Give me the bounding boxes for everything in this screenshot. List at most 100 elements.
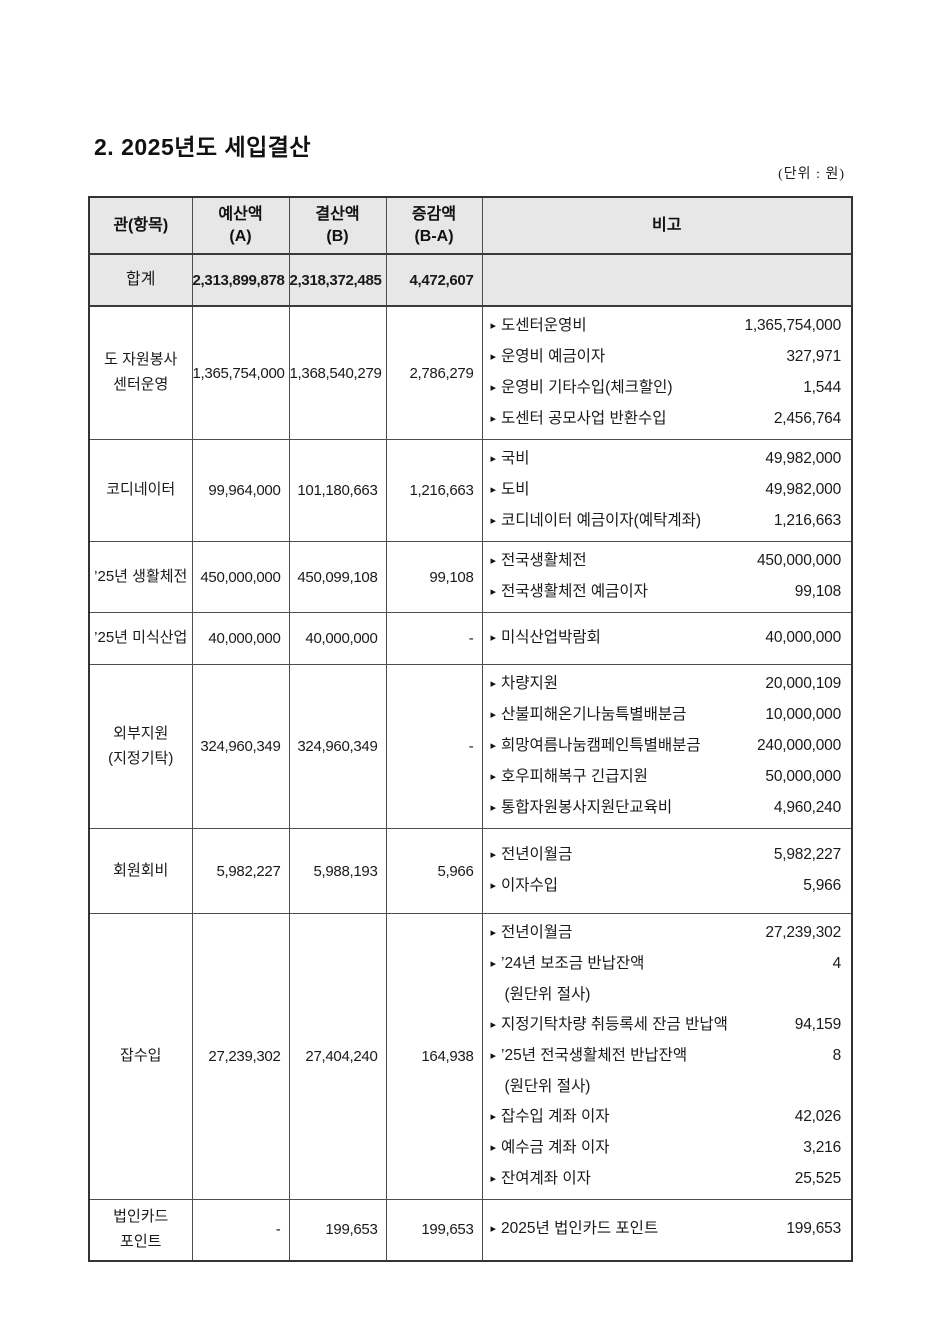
remark-amount: 5,982,227 bbox=[773, 846, 841, 863]
category-cell: ’25년 생활체전 bbox=[88, 541, 193, 613]
category-text: 외부지원 bbox=[113, 724, 169, 742]
change-cell: 164,938 bbox=[385, 913, 483, 1200]
change-cell: 99,108 bbox=[385, 541, 483, 613]
col-header-settlement: 결산액 (B) bbox=[288, 196, 387, 255]
remark-text: 산불피해온기나눔특별배분금 bbox=[501, 706, 687, 723]
remark-line: ▸ ’25년 전국생활체전 반납잔액 8 bbox=[491, 1041, 842, 1072]
header-line: (B-A) bbox=[414, 227, 454, 245]
remark-amount: 4 bbox=[832, 955, 842, 972]
remark-bullet-icon: ▸ bbox=[490, 1142, 497, 1154]
remarks-cell: ▸ 전국생활체전 450,000,000 ▸ 전국생활체전 예금이자 99,108 bbox=[481, 541, 853, 613]
table-row: 회원회비 5,982,227 5,988,193 5,966 ▸ 전년이월금 5,982,2… bbox=[88, 828, 853, 914]
category-cell: 합계 bbox=[88, 253, 193, 307]
category-text: 센터운영 bbox=[113, 376, 169, 393]
remark-amount: 94,159 bbox=[794, 1016, 841, 1033]
remark-text: 지정기탁차량 취등록세 잔금 반납액 bbox=[501, 1016, 728, 1033]
remarks-cell bbox=[481, 253, 853, 307]
change-cell: 199,653 bbox=[385, 1199, 483, 1261]
change-cell: - bbox=[385, 664, 483, 829]
remark-amount: 99,108 bbox=[794, 583, 841, 600]
remark-bullet-icon: ▸ bbox=[490, 740, 497, 752]
remark-bullet-icon: ▸ bbox=[490, 1019, 497, 1031]
remark-amount: 10,000,000 bbox=[765, 706, 841, 723]
remark-bullet-icon: ▸ bbox=[490, 927, 497, 939]
remark-line: ▸ ’24년 보조금 반납잔액 4 bbox=[491, 949, 842, 980]
category-text: ’25년 미식산업 bbox=[94, 629, 188, 647]
budget-cell: 27,239,302 bbox=[191, 913, 290, 1200]
table-row: 법인카드 포인트 -199,653 199,653 ▸ 2025년 법인카드 포인트 199… bbox=[88, 1199, 853, 1261]
remark-bullet-icon: ▸ bbox=[490, 320, 497, 332]
remark-text: 차량지원 bbox=[501, 675, 559, 692]
category-line: 포인트 bbox=[92, 1230, 190, 1255]
remark-label: ▸ 국비 bbox=[491, 444, 530, 475]
header-line: 관(항목) bbox=[113, 216, 169, 234]
remark-text: 전국생활체전 bbox=[501, 552, 587, 569]
col-header-remarks: 비고 bbox=[481, 196, 853, 255]
category-text: 잡수입 bbox=[120, 1047, 162, 1065]
remark-line: ▸ 코디네이터 예금이자(예탁계좌) 1,216,663 bbox=[491, 506, 842, 537]
table-row: ’25년 생활체전 450,000,000 450,099,108 99,108 ▸ 전국… bbox=[88, 541, 853, 613]
budget-cell: 2,313,899,878 bbox=[191, 253, 290, 307]
remark-text: 코디네이터 예금이자(예탁계좌) bbox=[501, 512, 702, 529]
change-cell: - bbox=[385, 612, 483, 665]
category-text: ’25년 생활체전 bbox=[94, 567, 188, 585]
remark-bullet-icon: ▸ bbox=[490, 515, 497, 527]
budget-cell: 1,365,754,000 bbox=[191, 305, 290, 440]
remark-text: (원단위 절사) bbox=[504, 986, 591, 1003]
remark-text: 이자수입 bbox=[501, 877, 559, 894]
remark-line: ▸ 차량지원 20,000,109 bbox=[491, 669, 842, 700]
remark-bullet-icon: ▸ bbox=[490, 1050, 497, 1062]
remark-amount: 27,239,302 bbox=[765, 924, 841, 941]
remark-bullet-icon: ▸ bbox=[490, 802, 497, 814]
remark-label: ▸ 희망여름나눔캠페인특별배분금 bbox=[491, 731, 701, 762]
header-line: (B) bbox=[326, 227, 349, 245]
remark-label: ▸ 코디네이터 예금이자(예탁계좌) bbox=[491, 506, 702, 537]
category-text: (지정기탁) bbox=[108, 749, 174, 767]
budget-cell: 324,960,349 bbox=[191, 664, 290, 829]
remarks-cell: ▸ 전년이월금 5,982,227 ▸ 이자수입 5,966 bbox=[481, 828, 853, 914]
category-cell: 외부지원 (지정기탁) bbox=[88, 664, 193, 829]
category-line: 회원회비 bbox=[92, 859, 190, 884]
remark-bullet-icon: ▸ bbox=[490, 555, 497, 567]
remark-text: 운영비 기타수입(체크할인) bbox=[501, 379, 673, 396]
table-row: 도 자원봉사 센터운영 1,365,754,000 1,368,540,279 2,78… bbox=[88, 305, 853, 440]
table-header: 관(항목) 예산액 (A) 결산액 (B) 증감액 (B-A) 비고 bbox=[88, 196, 853, 255]
remark-line: ▸ 도센터 공모사업 반환수입 2,456,764 bbox=[491, 404, 842, 435]
remark-line: ▸ 호우피해복구 긴급지원 50,000,000 bbox=[491, 762, 842, 793]
remark-bullet-icon: ▸ bbox=[490, 413, 497, 425]
remark-line: ▸ 잡수입 계좌 이자 42,026 bbox=[491, 1102, 842, 1133]
budget-cell: 99,964,000 bbox=[191, 439, 290, 542]
remark-label: ▸ 전국생활체전 예금이자 bbox=[491, 577, 648, 608]
change-cell: 4,472,607 bbox=[385, 253, 483, 307]
remarks-cell: ▸ 차량지원 20,000,109 ▸ 산불피해온기나눔특별배분금 10,000,000 ▸… bbox=[481, 664, 853, 829]
category-text: 코디네이터 bbox=[106, 481, 176, 499]
settlement-cell: 324,960,349 bbox=[288, 664, 387, 829]
budget-cell: - bbox=[191, 1199, 290, 1261]
category-text: 포인트 bbox=[120, 1232, 162, 1250]
remark-amount: 25,525 bbox=[794, 1170, 841, 1187]
remark-text: (원단위 절사) bbox=[504, 1078, 591, 1095]
page-title: 2. 2025년도 세입결산 bbox=[94, 134, 312, 160]
change-cell: 2,786,279 bbox=[385, 305, 483, 440]
remark-label: ▸ 도비 bbox=[491, 475, 530, 506]
category-line: 코디네이터 bbox=[92, 478, 190, 503]
remark-label: ▸ 2025년 법인카드 포인트 bbox=[491, 1214, 659, 1245]
remark-label: ▸ 지정기탁차량 취등록세 잔금 반납액 bbox=[491, 1010, 728, 1041]
table-row: 잡수입 27,239,302 27,404,240 164,938 ▸ 전년이월금 27,2… bbox=[88, 913, 853, 1200]
budget-cell: 450,000,000 bbox=[191, 541, 290, 613]
remark-label: ▸ 운영비 기타수입(체크할인) bbox=[491, 373, 673, 404]
remark-amount: 42,026 bbox=[794, 1108, 841, 1125]
budget-cell: 5,982,227 bbox=[191, 828, 290, 914]
col-header-category: 관(항목) bbox=[88, 196, 193, 255]
remark-bullet-icon: ▸ bbox=[490, 1111, 497, 1123]
table-body: 합계 2,313,899,878 2,318,372,485 4,472,607 도 자… bbox=[88, 253, 853, 1261]
category-line: 도 자원봉사 bbox=[92, 348, 190, 373]
header-line: 예산액 bbox=[218, 205, 263, 223]
category-line: 외부지원 bbox=[92, 722, 190, 747]
table-row: ’25년 미식산업 40,000,000 40,000,000- ▸ 미식산업박람회 40… bbox=[88, 612, 853, 665]
header-line: 증감액 bbox=[411, 205, 457, 223]
category-line: ’25년 미식산업 bbox=[92, 626, 190, 651]
category-line: 법인카드 bbox=[92, 1205, 190, 1230]
